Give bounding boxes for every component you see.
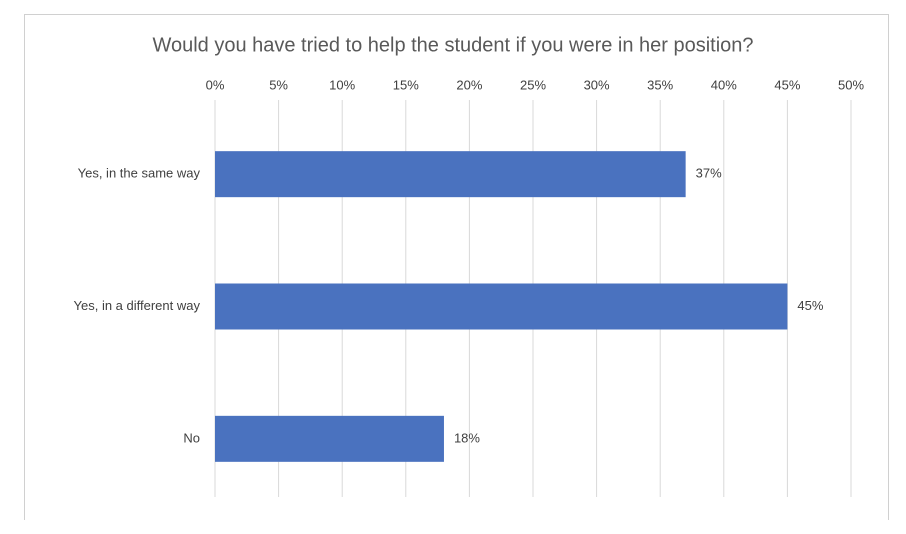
x-tick-label: 10% [329,77,355,92]
x-tick-label: 45% [774,77,800,92]
x-tick-label: 5% [269,77,288,92]
chart-frame [24,14,889,520]
x-tick-label: 50% [838,77,864,92]
y-tick-label: Yes, in the same way [78,166,201,181]
x-tick-label: 35% [647,77,673,92]
bar [215,151,686,198]
x-tick-label: 40% [711,77,737,92]
data-label: 37% [696,166,722,181]
x-tick-label: 25% [520,77,546,92]
x-tick-label: 15% [393,77,419,92]
data-label: 45% [797,298,823,313]
x-tick-label: 30% [584,77,610,92]
x-tick-label: 0% [206,77,225,92]
y-tick-label: No [183,430,200,445]
bar [215,283,788,330]
x-tick-label: 20% [456,77,482,92]
chart-title: Would you have tried to help the student… [152,34,753,56]
data-label: 18% [454,430,480,445]
bar [215,415,444,462]
y-tick-label: Yes, in a different way [74,298,201,313]
